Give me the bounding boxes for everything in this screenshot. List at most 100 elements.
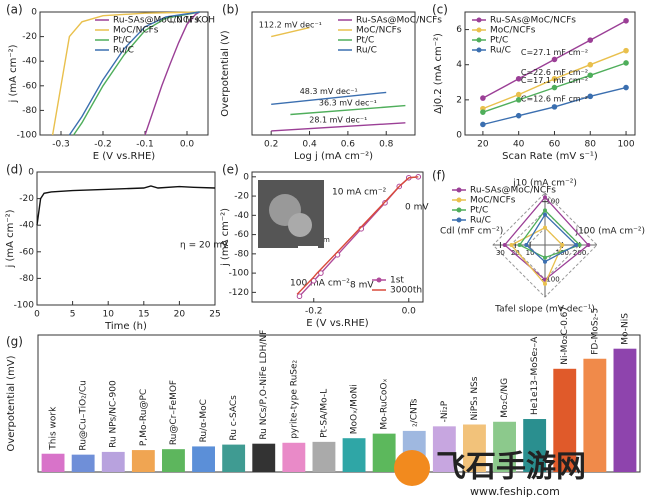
x-tick-label: 0.2 (264, 140, 278, 150)
x-tick-label: 15 (138, 310, 149, 320)
annotation: 10 mA cm⁻² (332, 188, 387, 198)
series-annotation: 48.3 mV dec⁻¹ (300, 87, 358, 96)
panel-label: (a) (6, 3, 23, 17)
series-line (68, 11, 200, 136)
radar-tick-label: 200 (573, 249, 586, 257)
x-tick-label: 40 (513, 140, 525, 150)
legend-marker (476, 17, 482, 23)
radar-point (543, 212, 547, 217)
category-label: MoOₓ/MoNi (350, 384, 360, 434)
series-line (290, 104, 406, 116)
plot-frame (36, 171, 216, 306)
y-tick-label: 0 (31, 8, 37, 18)
series-annotation: 36.3 mV dec⁻¹ (319, 99, 377, 108)
radar-point (509, 243, 514, 247)
y-tick-label: 0 (456, 131, 462, 141)
series-line (271, 122, 406, 132)
legend-label: Pt/C (490, 36, 508, 46)
watermark-title: 飞石手游网 (436, 450, 586, 485)
panel-label: (e) (222, 163, 239, 177)
y-tick-label: 0 (28, 168, 34, 178)
bar (342, 438, 366, 472)
category-label: Mo-RuCoOₓ (380, 379, 390, 430)
radar-tick-label: 10 (526, 249, 535, 257)
category-label: FD-MoS₂-5 (590, 308, 600, 355)
bar (583, 358, 607, 472)
legend-label: Ru-SAs@MoC/NCFs (490, 16, 576, 26)
y-tick-label: -60 (19, 247, 34, 257)
y-tick-label: 2 (456, 95, 462, 105)
x-tick-label: 20 (174, 310, 186, 320)
x-tick-label: 80 (585, 140, 597, 150)
point (551, 75, 558, 82)
legend-label: MoC/NCFs (470, 196, 516, 206)
radar-point (543, 255, 547, 260)
y-tick-label: -120 (229, 288, 250, 298)
x-tick-label: 25 (209, 310, 220, 320)
legend-label: MoC/NCFs (490, 26, 536, 36)
category-label: -Ni₂P (440, 400, 450, 422)
point (587, 72, 594, 79)
radar-point (543, 208, 547, 213)
legend-label: Ru/C (490, 46, 511, 56)
x-tick-label: 60 (549, 140, 561, 150)
category-label: Mo-NiS (620, 313, 630, 345)
bar (282, 442, 306, 472)
y-tick-label: -100 (17, 131, 38, 141)
annotation: 100 mA cm⁻² (290, 279, 350, 289)
x-tick-label: 100 (617, 140, 634, 150)
point (515, 75, 522, 82)
point (480, 95, 486, 101)
y-tick-label: -40 (19, 221, 34, 231)
y-tick-label: -80 (22, 106, 37, 116)
panel-label: (b) (222, 3, 239, 17)
series-line (271, 26, 310, 38)
y-axis-label: Overpotential (mV) (6, 355, 17, 451)
panel-label: (d) (6, 163, 23, 177)
point (296, 293, 303, 300)
annotation: 8 mV (350, 281, 374, 291)
point (623, 60, 629, 66)
bar (252, 443, 276, 472)
radar-tick-label: 100 (546, 198, 559, 206)
legend-label: Pt/C (113, 36, 131, 46)
point (623, 17, 629, 24)
point (480, 121, 486, 128)
x-tick-label: 10 (102, 310, 114, 320)
legend-label: Pt/C (356, 36, 374, 46)
bar (162, 449, 185, 472)
watermark-logo (394, 450, 430, 486)
series-line (271, 91, 387, 105)
y-tick-label: -20 (19, 194, 34, 204)
series-annotation: C=12.6 mF cm⁻² (521, 95, 588, 104)
radar-axis-label: Tafel slope (mV dec⁻¹) (494, 305, 595, 315)
legend-marker (456, 197, 462, 203)
plot-frame (39, 11, 209, 136)
y-tick-label: -20 (22, 32, 37, 42)
point (587, 37, 594, 43)
radar-axis-label: j100 (mA cm⁻²) (575, 227, 645, 237)
sem-particle (288, 213, 312, 237)
legend-marker (476, 27, 482, 33)
bar (312, 441, 336, 472)
point (551, 56, 558, 63)
point (310, 278, 317, 284)
point (587, 93, 594, 100)
point (480, 109, 486, 115)
y-tick-label: -100 (14, 301, 35, 311)
point (623, 47, 629, 54)
x-tick-label: 0 (34, 310, 40, 320)
radar-point (543, 281, 547, 286)
radar-point (502, 243, 507, 247)
y-tick-label: 0 (243, 172, 249, 182)
bar (432, 426, 456, 472)
y-tick-label: -40 (22, 57, 37, 67)
radar-point (543, 225, 547, 230)
legend-label: 1st (390, 276, 404, 286)
legend-marker (376, 277, 382, 283)
y-tick-label: 4 (456, 60, 462, 70)
legend-label: Ru-SAs@MoC/NCFs (113, 16, 199, 26)
point (587, 61, 594, 68)
point (551, 84, 558, 91)
